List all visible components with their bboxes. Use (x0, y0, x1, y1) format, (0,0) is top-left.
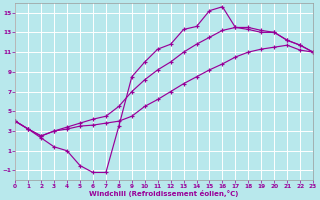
X-axis label: Windchill (Refroidissement éolien,°C): Windchill (Refroidissement éolien,°C) (90, 190, 239, 197)
